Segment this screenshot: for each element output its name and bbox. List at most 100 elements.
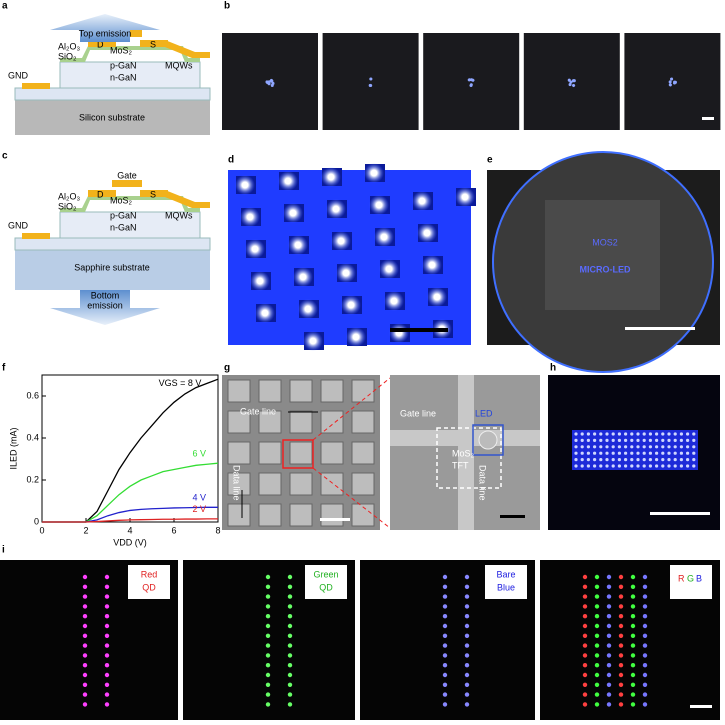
qd-dot bbox=[642, 672, 648, 678]
arrow-label: Top emission bbox=[79, 28, 132, 38]
led-dot bbox=[692, 451, 696, 455]
label-box bbox=[485, 565, 527, 599]
qd-dot bbox=[104, 692, 110, 697]
qd-dot bbox=[442, 633, 448, 638]
led-dot bbox=[593, 458, 597, 462]
data-strip bbox=[458, 375, 474, 530]
qd-dot bbox=[104, 614, 110, 619]
qd-dot bbox=[630, 604, 636, 609]
led-dot bbox=[655, 445, 659, 449]
qd-dot bbox=[464, 643, 470, 648]
led-glow bbox=[298, 299, 318, 319]
led-dot bbox=[624, 458, 628, 462]
sem-label: Data line bbox=[478, 465, 488, 501]
qd-dot bbox=[618, 643, 624, 648]
led-letter: C bbox=[468, 77, 475, 87]
sem-cell bbox=[227, 472, 251, 496]
led-dot bbox=[599, 458, 603, 462]
led-dot bbox=[605, 432, 609, 436]
qd-dot bbox=[287, 692, 293, 697]
qd-dot bbox=[287, 614, 293, 619]
sem-cell bbox=[320, 441, 344, 465]
led-dot bbox=[580, 458, 584, 462]
qd-label: Bare bbox=[496, 569, 515, 579]
led-dot bbox=[624, 432, 628, 436]
sem-cell bbox=[289, 410, 313, 434]
mos2-label: MoS₂ bbox=[110, 195, 133, 205]
sem-cell bbox=[227, 441, 251, 465]
y-tick-label: 0.6 bbox=[26, 390, 39, 400]
micro-led-image bbox=[523, 33, 620, 130]
series-line bbox=[42, 518, 218, 523]
sem-cell bbox=[320, 503, 344, 527]
qd-dot bbox=[630, 643, 636, 648]
qd-dot bbox=[82, 653, 88, 658]
qd-dot bbox=[642, 574, 648, 580]
led-dot bbox=[642, 438, 646, 442]
qd-dot bbox=[606, 584, 612, 589]
led-dot bbox=[630, 464, 634, 468]
led-dot bbox=[599, 432, 603, 436]
qd-dot bbox=[630, 584, 636, 589]
mqws-label: MQWs bbox=[165, 60, 193, 70]
qd-dot bbox=[594, 614, 600, 619]
led-dot bbox=[667, 438, 671, 442]
qd-dot bbox=[104, 574, 110, 580]
qd-dot bbox=[265, 604, 271, 609]
qd-dot bbox=[464, 594, 470, 599]
led-dot bbox=[636, 458, 640, 462]
led-dot bbox=[673, 432, 677, 436]
led-dot bbox=[580, 445, 584, 449]
led-glow bbox=[293, 267, 313, 287]
led-glow bbox=[369, 195, 389, 215]
qd-dot bbox=[104, 623, 110, 629]
led-dot bbox=[593, 445, 597, 449]
sem-label: Gate line bbox=[400, 408, 436, 418]
qd-label: B bbox=[696, 573, 702, 583]
qd-dot bbox=[464, 584, 470, 589]
qd-dot bbox=[582, 614, 588, 619]
led-dot bbox=[574, 438, 578, 442]
qd-dot bbox=[265, 594, 271, 599]
substrate-label: Silicon substrate bbox=[79, 112, 145, 122]
led-dot bbox=[642, 451, 646, 455]
gnd bbox=[22, 83, 50, 89]
n-gan bbox=[14, 237, 211, 251]
led-dot bbox=[679, 464, 684, 468]
led-dot bbox=[686, 432, 690, 436]
sem-cell bbox=[320, 379, 344, 403]
scale-bar bbox=[390, 328, 448, 332]
qd-dot bbox=[464, 692, 470, 697]
led-dot bbox=[667, 464, 671, 468]
qd-dot bbox=[104, 643, 110, 648]
led-glow bbox=[278, 171, 298, 191]
scale-bar bbox=[500, 515, 525, 518]
qd-dot bbox=[618, 692, 624, 697]
led-dot bbox=[599, 445, 603, 449]
qd-label: R bbox=[678, 573, 685, 583]
qd-dot bbox=[464, 604, 470, 609]
sio2-label: SiO₂ bbox=[58, 201, 77, 211]
led-dot bbox=[605, 451, 609, 455]
led-dot bbox=[667, 451, 671, 455]
qd-dot bbox=[582, 623, 588, 629]
led-dot bbox=[605, 438, 609, 442]
qd-dot bbox=[442, 663, 448, 668]
led-letter: M bbox=[266, 77, 274, 87]
led-dot bbox=[673, 464, 677, 468]
array-glow bbox=[572, 430, 698, 470]
led-letter: R bbox=[569, 77, 576, 87]
source-label: S bbox=[150, 39, 156, 49]
led-dot bbox=[605, 464, 609, 468]
led-dot bbox=[661, 438, 665, 442]
qd-dot bbox=[464, 633, 470, 638]
led-dot bbox=[642, 432, 646, 436]
sem-label: Data line bbox=[232, 465, 242, 501]
led-dot bbox=[661, 458, 665, 462]
led-dot bbox=[611, 451, 615, 455]
led-dot bbox=[642, 445, 646, 449]
qd-dot bbox=[606, 702, 612, 707]
qd-dot bbox=[442, 594, 448, 599]
qd-dot bbox=[265, 584, 271, 589]
led-glow bbox=[389, 323, 409, 343]
